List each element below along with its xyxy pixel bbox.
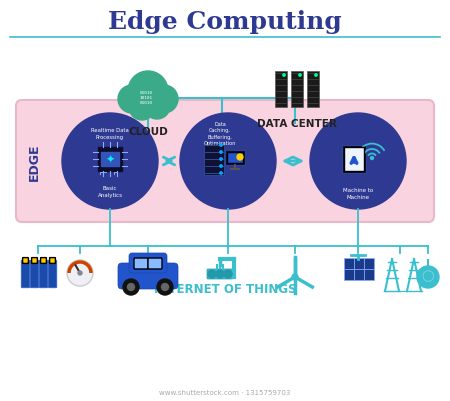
Text: www.shutterstock.com · 1315759703: www.shutterstock.com · 1315759703 [159,389,291,395]
FancyBboxPatch shape [48,261,57,288]
Text: INTERNET OF THINGS: INTERNET OF THINGS [154,283,296,296]
FancyBboxPatch shape [134,258,148,269]
FancyBboxPatch shape [343,269,354,280]
Circle shape [118,86,146,114]
Circle shape [370,157,373,160]
FancyBboxPatch shape [354,258,364,269]
FancyBboxPatch shape [342,146,366,174]
Text: ◯: ◯ [422,269,434,281]
FancyBboxPatch shape [344,148,364,172]
FancyBboxPatch shape [21,261,30,288]
Circle shape [220,172,222,175]
FancyBboxPatch shape [129,253,167,273]
Text: Machine to
Machine: Machine to Machine [343,188,373,199]
FancyBboxPatch shape [364,258,374,269]
Text: Basic
Analytics: Basic Analytics [98,186,122,197]
Circle shape [180,114,276,209]
Circle shape [62,114,158,209]
Circle shape [144,94,170,120]
Circle shape [129,95,155,121]
Circle shape [67,260,93,286]
FancyBboxPatch shape [307,72,319,108]
FancyBboxPatch shape [22,258,28,264]
FancyBboxPatch shape [16,101,434,223]
Text: EDGE: EDGE [27,143,40,180]
FancyBboxPatch shape [40,258,46,264]
Text: DATA CENTER: DATA CENTER [257,119,337,129]
Circle shape [123,279,139,295]
Circle shape [157,279,173,295]
Circle shape [292,274,298,280]
Text: Data
Caching,
Buffering,
Optimization: Data Caching, Buffering, Optimization [204,122,236,146]
FancyBboxPatch shape [32,258,37,264]
FancyBboxPatch shape [225,151,245,166]
Text: Edge Computing: Edge Computing [108,10,342,34]
FancyBboxPatch shape [275,72,287,108]
FancyBboxPatch shape [364,269,374,280]
FancyBboxPatch shape [291,72,303,108]
Circle shape [220,158,222,161]
Circle shape [150,86,178,114]
FancyBboxPatch shape [101,153,119,166]
Polygon shape [417,259,439,288]
Circle shape [78,271,82,275]
FancyBboxPatch shape [227,153,243,164]
Circle shape [224,270,232,278]
Circle shape [127,284,135,291]
Circle shape [216,270,224,278]
FancyBboxPatch shape [204,144,224,176]
FancyBboxPatch shape [343,258,354,269]
FancyBboxPatch shape [98,148,122,172]
Circle shape [315,75,317,77]
Circle shape [208,270,216,278]
FancyBboxPatch shape [148,258,162,269]
Text: Realtime Data
Processing: Realtime Data Processing [91,128,129,139]
FancyBboxPatch shape [50,258,55,264]
Circle shape [220,165,222,168]
Circle shape [299,75,301,77]
Text: CLOUD: CLOUD [128,127,168,137]
Circle shape [237,155,243,160]
Circle shape [220,144,222,147]
FancyBboxPatch shape [39,261,48,288]
FancyBboxPatch shape [207,269,233,279]
Circle shape [310,114,406,209]
Circle shape [283,75,285,77]
Text: 01010
10101
01010: 01010 10101 01010 [140,91,153,104]
FancyBboxPatch shape [30,261,39,288]
Text: ✦: ✦ [105,155,115,164]
FancyBboxPatch shape [354,269,364,280]
Circle shape [220,152,222,154]
Circle shape [162,284,168,291]
FancyBboxPatch shape [118,263,178,289]
Circle shape [128,72,168,112]
